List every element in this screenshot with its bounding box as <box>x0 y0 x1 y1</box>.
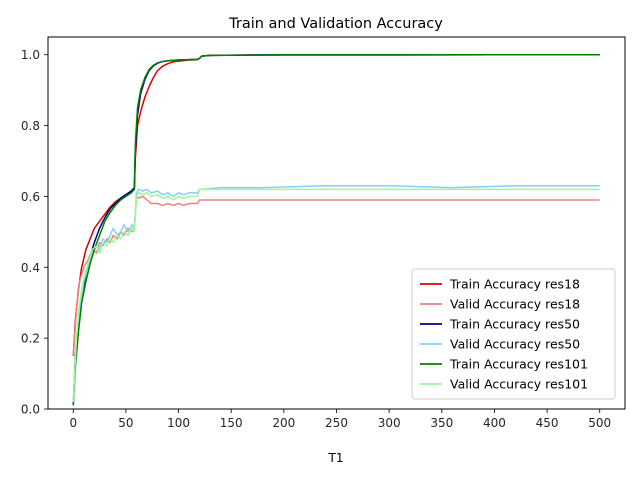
x-tick-label: 450 <box>536 416 559 430</box>
x-tick-label: 0 <box>69 416 77 430</box>
x-tick-label: 350 <box>430 416 453 430</box>
x-tick-label: 50 <box>118 416 133 430</box>
legend-label-train-accuracy-res50: Train Accuracy res50 <box>449 317 580 332</box>
chart-title: Train and Validation Accuracy <box>228 16 443 32</box>
legend-box <box>411 268 616 400</box>
y-tick-label: 0.8 <box>21 119 40 133</box>
x-tick-label: 100 <box>167 416 190 430</box>
legend-label-valid-accuracy-res50: Valid Accuracy res50 <box>450 337 580 352</box>
y-tick-label: 0.2 <box>21 332 40 346</box>
legend: Train Accuracy res18 Valid Accuracy res18… <box>411 268 616 400</box>
legend-label-valid-accuracy-res18: Valid Accuracy res18 <box>450 297 580 312</box>
legend-label-valid-accuracy-res101: Valid Accuracy res101 <box>450 377 588 392</box>
x-axis-label: T1 <box>328 451 344 465</box>
x-tick-label: 250 <box>325 416 348 430</box>
y-tick-label: 1.0 <box>21 48 40 62</box>
legend-label-train-accuracy-res101: Train Accuracy res101 <box>449 357 588 372</box>
series-line-train-accuracy-res101 <box>72 54 600 406</box>
x-tick-label: 500 <box>588 416 611 430</box>
x-tick-label: 150 <box>220 416 243 430</box>
x-tick-label: 400 <box>483 416 506 430</box>
y-tick-label: 0.6 <box>21 190 40 204</box>
x-axis-ticks: 0 50 100 150 200 250 300 350 400 450 500 <box>69 409 611 430</box>
y-tick-label: 0.4 <box>21 261 40 275</box>
x-tick-label: 200 <box>272 416 295 430</box>
plot-lines <box>72 54 600 406</box>
y-axis-ticks: 0.0 0.2 0.4 0.6 0.8 1.0 <box>21 48 48 417</box>
y-tick-label: 0.0 <box>21 403 40 417</box>
legend-label-train-accuracy-res18: Train Accuracy res18 <box>449 277 580 292</box>
series-line-valid-accuracy-res18 <box>72 195 600 356</box>
x-tick-label: 300 <box>378 416 401 430</box>
series-line-valid-accuracy-res101 <box>72 188 600 402</box>
